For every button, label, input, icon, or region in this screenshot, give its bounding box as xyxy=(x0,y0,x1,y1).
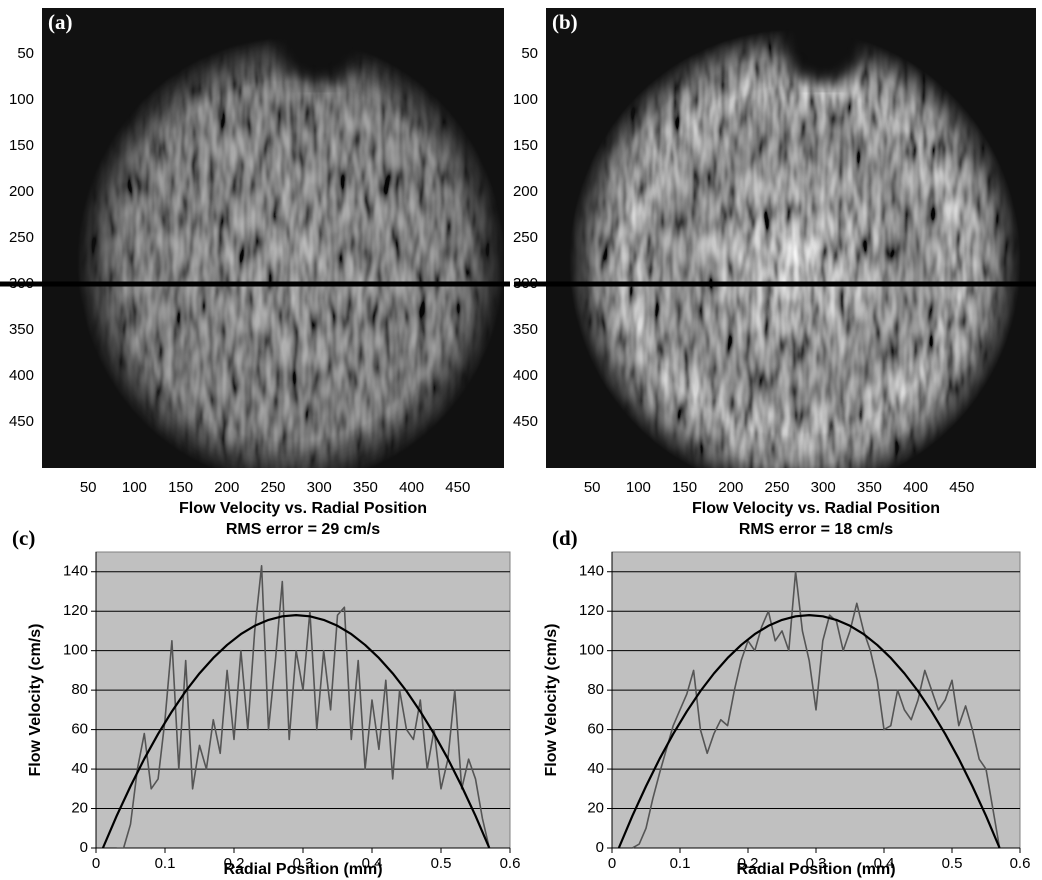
plot-area xyxy=(611,551,1021,849)
series-line xyxy=(116,565,491,849)
y-axis-label: Flow Velocity (cm/s) xyxy=(543,624,560,777)
y-tick-label: 150 xyxy=(9,137,34,154)
y-tick-label: 200 xyxy=(513,183,538,200)
x-tick-label: 0.3 xyxy=(806,855,827,872)
y-tick-label: 0 xyxy=(80,839,88,856)
x-tick-label: 300 xyxy=(811,479,836,496)
x-tick-label: 250 xyxy=(260,479,285,496)
y-tick-label: 400 xyxy=(9,367,34,384)
y-tick-label: 200 xyxy=(9,183,34,200)
x-tick-label: 300 xyxy=(307,479,332,496)
y-tick-label: 100 xyxy=(63,642,88,659)
chart-title: Flow Velocity vs. Radial Position xyxy=(179,500,427,517)
y-tick-label: 450 xyxy=(513,413,538,430)
y-tick-label: 100 xyxy=(9,91,34,108)
y-tick-label: 60 xyxy=(587,721,604,738)
x-tick-label: 200 xyxy=(214,479,239,496)
series-line xyxy=(101,614,491,849)
x-tick-label: 250 xyxy=(764,479,789,496)
x-tick-label: 450 xyxy=(445,479,470,496)
x-tick-label: 0.5 xyxy=(942,855,963,872)
y-tick-label: 250 xyxy=(9,229,34,246)
x-tick-label: 0.1 xyxy=(155,855,176,872)
x-tick-label: 150 xyxy=(672,479,697,496)
y-tick-label: 20 xyxy=(71,800,88,817)
x-axis-label: Radial Position (mm) xyxy=(736,861,895,878)
y-tick-label: 100 xyxy=(513,91,538,108)
y-tick-label: 50 xyxy=(521,45,538,62)
y-tick-label: 350 xyxy=(513,321,538,338)
y-tick-label: 0 xyxy=(596,839,604,856)
chart-title: Flow Velocity vs. Radial Position xyxy=(692,500,940,517)
image-b xyxy=(546,8,1036,468)
x-tick-label: 0.1 xyxy=(670,855,691,872)
y-tick-label: 20 xyxy=(587,800,604,817)
x-tick-label: 0.4 xyxy=(362,855,383,872)
x-tick-label: 100 xyxy=(122,479,147,496)
series-line xyxy=(631,570,1001,849)
x-tick-label: 50 xyxy=(80,479,97,496)
y-tick-label: 40 xyxy=(587,760,604,777)
x-tick-label: 450 xyxy=(949,479,974,496)
y-axis-label: Flow Velocity (cm/s) xyxy=(27,624,44,777)
x-axis-label: Radial Position (mm) xyxy=(223,861,382,878)
x-tick-label: 0.2 xyxy=(224,855,245,872)
y-tick-label: 450 xyxy=(9,413,34,430)
panel-label: (d) xyxy=(552,526,578,550)
image-a xyxy=(42,8,504,468)
series-line xyxy=(617,614,1001,849)
x-tick-label: 0 xyxy=(92,855,100,872)
x-tick-label: 400 xyxy=(399,479,424,496)
y-tick-label: 250 xyxy=(513,229,538,246)
x-tick-label: 0.6 xyxy=(500,855,521,872)
y-tick-label: 50 xyxy=(17,45,34,62)
y-tick-label: 80 xyxy=(587,681,604,698)
y-tick-label: 120 xyxy=(579,602,604,619)
x-tick-label: 0.2 xyxy=(738,855,759,872)
plot-area xyxy=(95,551,511,849)
x-tick-label: 0.5 xyxy=(431,855,452,872)
x-tick-label: 100 xyxy=(626,479,651,496)
x-tick-label: 350 xyxy=(353,479,378,496)
x-tick-label: 0 xyxy=(608,855,616,872)
y-tick-label: 140 xyxy=(579,563,604,580)
x-tick-label: 0.3 xyxy=(293,855,314,872)
x-tick-label: 0.6 xyxy=(1010,855,1031,872)
chart-subtitle: RMS error = 29 cm/s xyxy=(226,521,380,538)
y-tick-label: 40 xyxy=(71,760,88,777)
x-tick-label: 200 xyxy=(718,479,743,496)
y-tick-label: 80 xyxy=(71,681,88,698)
panel-label: (b) xyxy=(552,10,578,34)
y-tick-label: 100 xyxy=(579,642,604,659)
panel-label: (c) xyxy=(12,526,35,550)
y-tick-label: 150 xyxy=(513,137,538,154)
chart-subtitle: RMS error = 18 cm/s xyxy=(739,521,893,538)
y-tick-label: 120 xyxy=(63,602,88,619)
x-tick-label: 0.4 xyxy=(874,855,895,872)
y-tick-label: 350 xyxy=(9,321,34,338)
y-tick-label: 400 xyxy=(513,367,538,384)
x-tick-label: 150 xyxy=(168,479,193,496)
x-tick-label: 350 xyxy=(857,479,882,496)
x-tick-label: 50 xyxy=(584,479,601,496)
y-tick-label: 140 xyxy=(63,563,88,580)
panel-label: (a) xyxy=(48,10,73,34)
y-tick-label: 60 xyxy=(71,721,88,738)
x-tick-label: 400 xyxy=(903,479,928,496)
